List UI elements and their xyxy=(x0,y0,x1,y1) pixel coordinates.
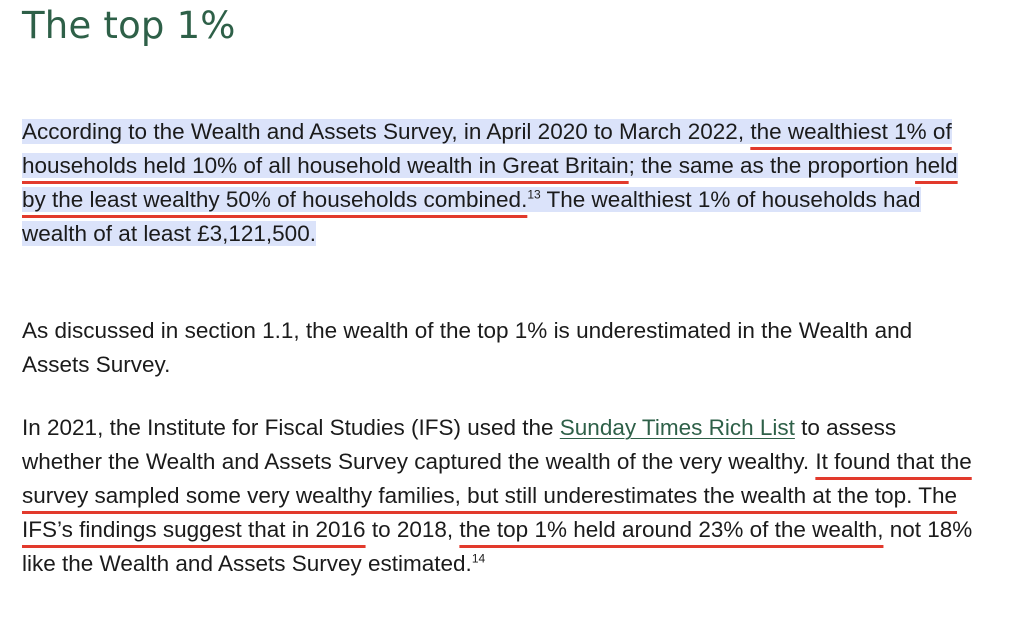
text-span: ; the same as the proportion xyxy=(628,153,916,178)
text-span: According to the Wealth and Assets Surve… xyxy=(22,119,751,144)
text-span: The wealthiest 1% of households had weal… xyxy=(22,187,921,246)
text-span: to assess whether the Wealth and Assets … xyxy=(22,415,897,474)
paragraph-ifs: In 2021, the Institute for Fiscal Studie… xyxy=(22,411,982,581)
underlined-text: It found that the survey sampled some ve… xyxy=(22,449,972,542)
underlined-text: held by the least wealthy 50% of househo… xyxy=(22,153,958,212)
text-span: In 2021, the Institute for Fiscal Studie… xyxy=(22,415,560,440)
highlighted-selection: According to the Wealth and Assets Surve… xyxy=(22,119,958,246)
paragraph-wealth-share: According to the Wealth and Assets Surve… xyxy=(22,115,982,251)
rich-list-link[interactable]: Sunday Times Rich List xyxy=(559,415,795,440)
footnote-ref-13[interactable]: 13 xyxy=(527,187,541,202)
text-span: to 2018, xyxy=(365,517,460,542)
paragraph-underestimate: As discussed in section 1.1, the wealth … xyxy=(22,318,913,377)
section-heading: The top 1% xyxy=(22,4,236,47)
text-span: not 18% like the Wealth and Assets Surve… xyxy=(22,517,973,576)
underlined-text: the top 1% held around 23% of the wealth… xyxy=(459,517,884,542)
footnote-ref-14[interactable]: 14 xyxy=(471,551,486,566)
underlined-text: the wealthiest 1% of households held 10%… xyxy=(22,119,952,178)
